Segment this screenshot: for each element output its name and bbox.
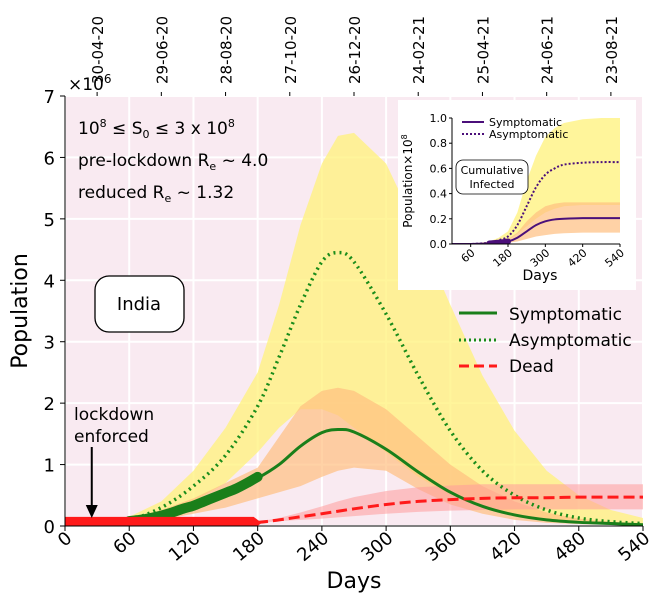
lockdown-annotation: lockdown enforced — [74, 405, 154, 518]
top-tick-label: 25-04-21 — [474, 16, 492, 84]
inset-legend-asymptomatic-label: Asymptomatic — [489, 128, 568, 141]
x-tick-label: 360 — [422, 528, 462, 566]
country-label: India — [117, 294, 161, 315]
top-tick-label: 27-10-20 — [282, 16, 300, 84]
lockdown-text-line1: lockdown — [74, 405, 154, 425]
band-symptomatic — [65, 387, 643, 526]
x-tick-label: 480 — [550, 528, 590, 566]
x-tick-label: 60 — [109, 528, 140, 559]
inset-axes — [451, 118, 620, 245]
band-dead — [65, 484, 643, 524]
x-tick-label: 0 — [54, 528, 76, 551]
y-tick-label: 4 — [44, 271, 55, 292]
x-tick-label: 300 — [358, 528, 398, 566]
inset-y-tick-labels: 0.0 0.2 0.4 0.6 0.8 1.0 — [430, 112, 452, 251]
top-tick-label: 24-02-21 — [410, 16, 428, 84]
y-tick-label: 5 — [44, 210, 55, 231]
legend: Symptomatic Asymptomatic Dead — [459, 305, 632, 377]
top-tick-label: 29-06-20 — [153, 16, 171, 84]
country-box: India — [94, 275, 185, 333]
uncertainty-bands — [65, 132, 643, 526]
lockdown-arrow — [85, 447, 98, 518]
inset-box-line1: Cumulative — [461, 164, 524, 177]
inset-chart: 60 180 300 420 540 0.00.20.40.60.81.0 Popula… — [398, 100, 636, 290]
inset-lines — [452, 161, 620, 244]
top-tick-label: 23-08-21 — [603, 16, 621, 84]
inset-band-symptomatic — [452, 202, 620, 244]
x-tick-label: 240 — [293, 528, 333, 566]
annotation-s0-range: 108 ≤ S0 ≤ 3 x 108 — [78, 117, 235, 141]
x-tick-label: 180 — [229, 528, 269, 566]
y-tick-label: 7 — [44, 87, 55, 108]
annotation-pre-lockdown-re: pre-lockdown Re ~ 4.0 — [78, 151, 268, 173]
legend-asymptomatic-label: Asymptomatic — [509, 331, 632, 351]
y-tick-label: 0 — [44, 517, 55, 538]
top-tick-label: 28-08-20 — [218, 16, 236, 84]
top-tick-label: 30-04-20 — [89, 16, 107, 84]
annotation-reduced-re: reduced Re ~ 1.32 — [78, 183, 234, 205]
observed-dead — [65, 516, 262, 526]
inset-y-tick-label: 1.0 — [430, 112, 448, 125]
inset-box-line2: Infected — [470, 178, 515, 191]
inset-bands — [452, 118, 620, 244]
inset-y-tick-label: 0.6 — [430, 162, 448, 175]
lockdown-arrow-head — [85, 505, 98, 518]
inset-line-asymptomatic — [452, 161, 620, 244]
inset-legend: Symptomatic Asymptomatic — [462, 116, 568, 141]
legend-dead-label: Dead — [509, 357, 554, 377]
y-tick-label: 1 — [44, 456, 55, 477]
top-tick-label: 26-12-20 — [346, 16, 364, 84]
x-tick-label: 420 — [486, 528, 526, 566]
axes — [64, 96, 643, 527]
inset-band-asymptomatic — [452, 118, 620, 244]
x-tick-labels: 0 60 120 180 240 300 360 420 480 540 — [54, 526, 654, 566]
y-tick-labels: 0 1 2 3 4 5 6 7 — [44, 87, 65, 538]
parameter-annotations: 108 ≤ S0 ≤ 3 x 108 pre-lockdown Re ~ 4.0… — [78, 117, 268, 205]
y-tick-label: 3 — [44, 333, 55, 354]
inset-y-tick-label: 0.4 — [430, 188, 448, 201]
top-date-tick-labels: 30-04-20 29-06-20 28-08-20 27-10-20 26-12-20… — [89, 16, 621, 96]
band-asymptomatic — [65, 132, 643, 526]
inset-y-tick-label: 0.2 — [430, 213, 448, 226]
lockdown-text-line2: enforced — [74, 427, 149, 447]
x-tick-label: 120 — [165, 528, 205, 566]
y-multiplier: ×106 — [68, 72, 112, 95]
top-tick-label: 24-06-21 — [539, 16, 557, 84]
x-axis-label: Days — [327, 569, 382, 594]
inset-y-axis-label: Population×108 — [400, 134, 415, 227]
legend-symptomatic-label: Symptomatic — [509, 305, 622, 325]
y-tick-label: 2 — [44, 394, 55, 415]
inset-cumulative-box: Cumulative Infected — [455, 159, 529, 195]
y-tick-label: 6 — [44, 148, 55, 169]
inset-y-tick-label: 0.0 — [430, 238, 448, 251]
inset-observed-symptomatic — [486, 238, 511, 244]
inset-x-axis-label: Days — [523, 268, 558, 284]
inset-y-tick-label: 0.8 — [430, 137, 448, 150]
inset-legend-symptomatic-label: Symptomatic — [489, 116, 562, 129]
x-tick-label: 540 — [614, 528, 654, 566]
y-axis-label: Population — [8, 253, 33, 369]
observed-data — [65, 471, 263, 526]
